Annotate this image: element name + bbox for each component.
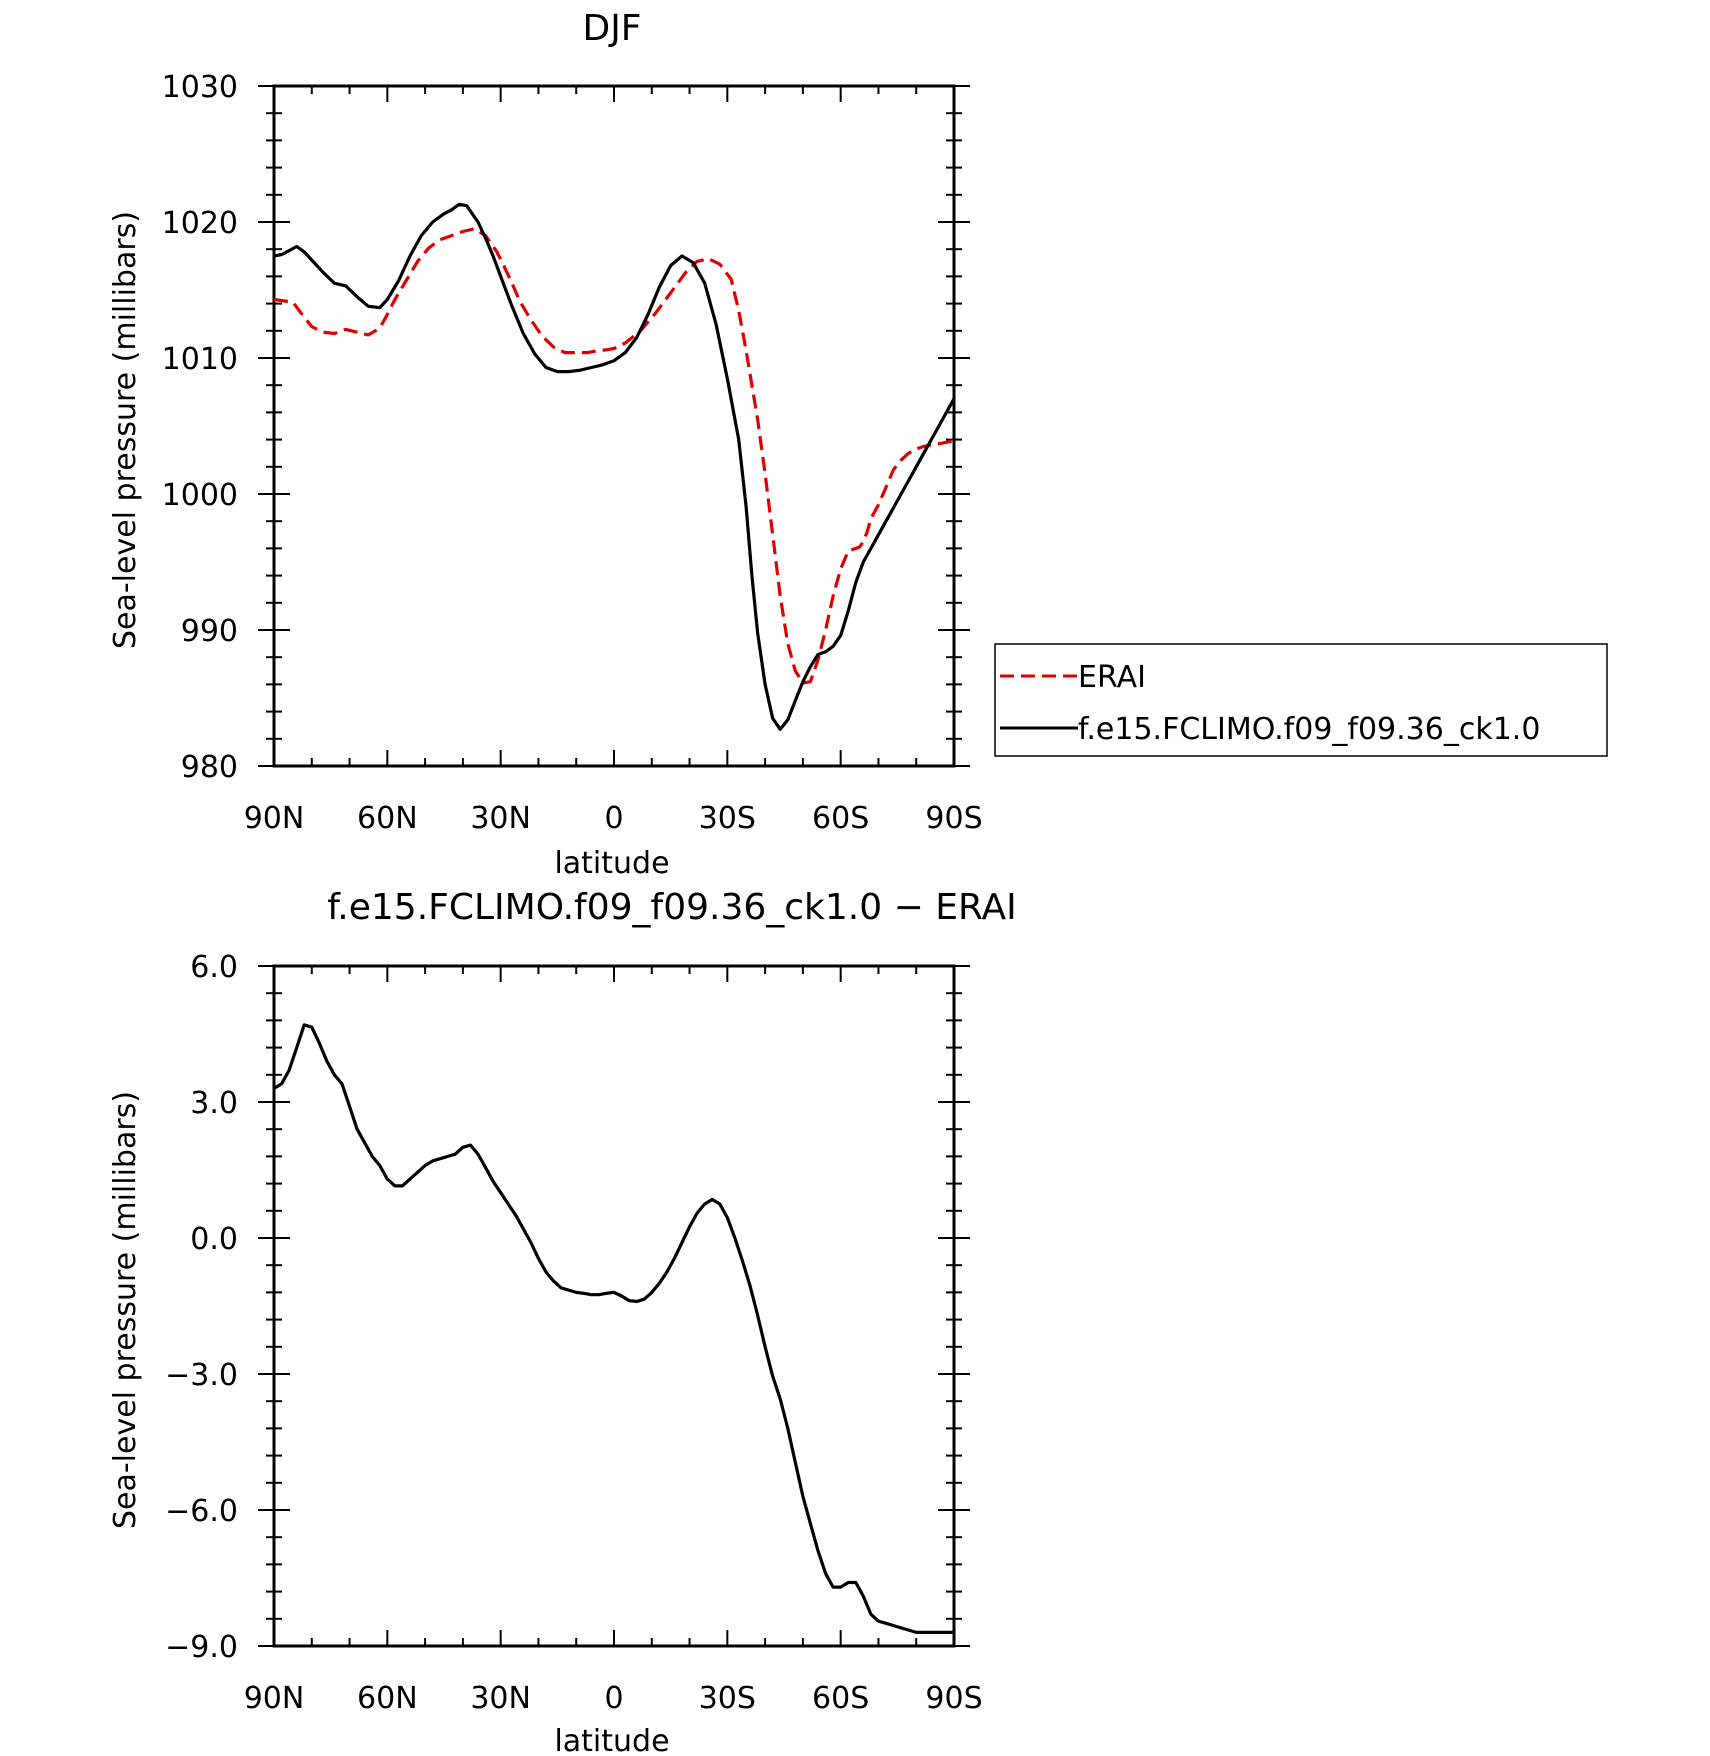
difference-series-line <box>274 1023 954 1635</box>
erai-series-line <box>274 227 954 685</box>
y-tick-label: 6.0 <box>190 950 238 985</box>
y-tick-label: 990 <box>181 614 238 649</box>
panel-1-x-label: latitude <box>554 846 669 881</box>
y-tick-label: −9.0 <box>165 1630 238 1665</box>
legend-label-model: f.e15.FCLIMO.f09_f09.36_ck1.0 <box>1078 712 1540 747</box>
y-tick-label: 980 <box>181 750 238 785</box>
panel-2-y-label: Sea-level pressure (millibars) <box>108 1091 143 1529</box>
y-tick-label: 1010 <box>162 342 238 377</box>
panel-2-title: f.e15.FCLIMO.f09_f09.36_ck1.0 − ERAI <box>327 887 1017 928</box>
panel-djf: DJF 90N 60N 30N 0 30S 60S 90S 980 990 1000 1010 102… <box>108 8 1608 881</box>
x-tick-label: 90S <box>925 1681 982 1716</box>
x-tick-label: 90S <box>925 801 982 836</box>
plot-frame <box>272 84 956 768</box>
y-tick-label: −3.0 <box>165 1358 238 1393</box>
legend-box <box>994 643 1608 757</box>
panel-difference: f.e15.FCLIMO.f09_f09.36_ck1.0 − ERAI 90N… <box>108 887 1017 1756</box>
x-tick-label: 60N <box>357 1681 418 1716</box>
x-tick-label: 30N <box>470 1681 531 1716</box>
plot-frame <box>272 964 956 1648</box>
panel-1-y-label: Sea-level pressure (millibars) <box>108 211 143 649</box>
f-e15-fclimo-f09-f09-36-ck1-0-series-line <box>274 202 954 731</box>
panel-2-x-label: latitude <box>554 1724 669 1756</box>
x-tick-label: 90N <box>244 801 305 836</box>
y-tick-label: −6.0 <box>165 1494 238 1529</box>
y-tick-label: 0.0 <box>190 1222 238 1257</box>
panel-1-title: DJF <box>582 8 641 49</box>
x-tick-label: 30S <box>699 801 756 836</box>
x-tick-label: 0 <box>604 801 623 836</box>
legend: ERAI f.e15.FCLIMO.f09_f09.36_ck1.0 <box>994 643 1608 757</box>
x-tick-label: 60S <box>812 801 869 836</box>
x-tick-label: 60S <box>812 1681 869 1716</box>
x-tick-label: 60N <box>357 801 418 836</box>
legend-label-erai: ERAI <box>1078 660 1146 695</box>
y-tick-label: 1000 <box>162 478 238 513</box>
x-tick-label: 90N <box>244 1681 305 1716</box>
panel-1-plot-area: 90N 60N 30N 0 30S 60S 90S 980 990 1000 1010 1020 103… <box>162 70 983 836</box>
x-tick-label: 30S <box>699 1681 756 1716</box>
x-tick-label: 30N <box>470 801 531 836</box>
panel-2-plot-area: 90N 60N 30N 0 30S 60S 90S −9.0 −6.0 −3.0 0.0 3.0 6.0 <box>165 950 982 1716</box>
y-tick-label: 1030 <box>162 70 238 105</box>
y-tick-label: 1020 <box>162 206 238 241</box>
x-tick-label: 0 <box>604 1681 623 1716</box>
y-tick-label: 3.0 <box>190 1086 238 1121</box>
